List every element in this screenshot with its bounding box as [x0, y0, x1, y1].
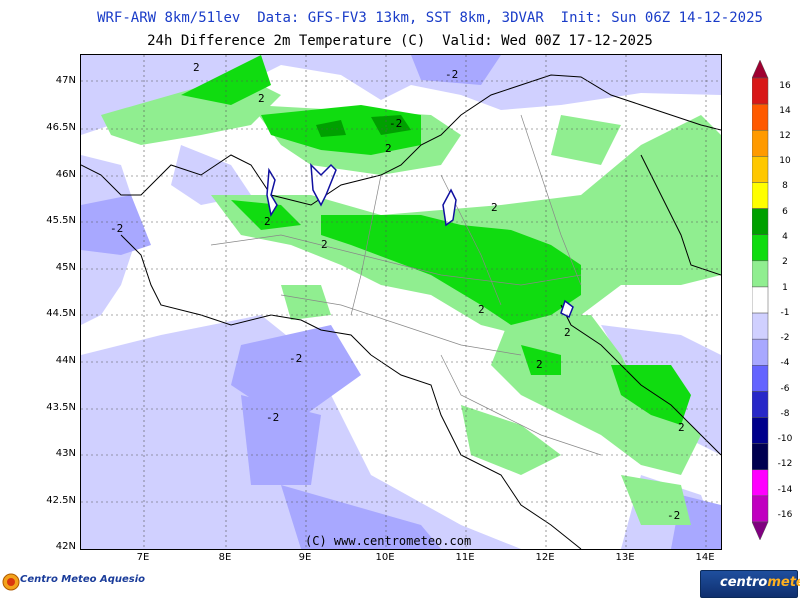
centrometeo-logo: [700, 570, 798, 598]
lon-tick-label: 13E: [615, 552, 635, 563]
lat-tick-label: 43N: [55, 448, 76, 459]
colorbar-label: 12: [779, 131, 791, 141]
lat-tick-label: 43.5N: [46, 402, 76, 413]
left-logo-text: Centro Meteo Aquesio: [20, 574, 145, 585]
right-logo-part: meteo: [767, 575, 800, 590]
colorbar-swatch: [752, 234, 769, 262]
lat-lon-grid: [81, 55, 721, 549]
colorbar-label: -4: [780, 358, 790, 368]
colorbar-swatch: [752, 417, 769, 444]
right-logo-text: centrometeo: [720, 575, 800, 590]
colorbar-swatch: [752, 286, 769, 314]
contour-label: 2: [321, 238, 328, 251]
colorbar-label: -14: [777, 485, 793, 495]
lat-tick-label: 42.5N: [46, 495, 76, 506]
colorbar-swatch: [752, 156, 769, 183]
contour-label: -2: [445, 68, 458, 81]
lakes: [266, 163, 574, 319]
lon-tick-label: 10E: [375, 552, 395, 563]
lat-tick-label: 46.5N: [46, 122, 76, 133]
colorbar-label: 6: [782, 207, 788, 217]
colorbar-label: -8: [780, 409, 790, 419]
lat-tick-label: 47N: [55, 75, 76, 86]
colorbar-label: 8: [782, 181, 788, 191]
shading-warm-medium: [181, 55, 691, 425]
contour-label: 2: [678, 421, 685, 434]
lon-tick-label: 11E: [455, 552, 475, 563]
colorbar-swatch: [752, 260, 769, 288]
colorbar-label: 2: [782, 257, 788, 267]
colorbar-swatch: [752, 469, 769, 497]
colorbar-label: -2: [780, 333, 790, 343]
map-header-field-valid: 24h Difference 2m Temperature (C) Valid:…: [147, 33, 653, 49]
copyright-text: (C) www.centrometeo.com: [305, 534, 472, 548]
colorbar-swatch: [752, 182, 769, 209]
colorbar-label: -6: [780, 384, 790, 394]
contour-label: -2: [266, 411, 279, 424]
lat-tick-label: 45.5N: [46, 215, 76, 226]
colorbar-swatch: [752, 338, 769, 366]
contour-label: 2: [264, 215, 271, 228]
colorbar-swatch: [752, 443, 769, 471]
map-header-run-info: WRF-ARW 8km/51lev Data: GFS-FV3 13km, SS…: [97, 10, 763, 26]
colorbar-label: -1: [780, 308, 790, 318]
colorbar-top-arrow: [752, 60, 769, 79]
right-logo-part: centro: [720, 575, 768, 590]
colorbar-swatch: [752, 129, 769, 157]
colorbar-label: 14: [779, 106, 791, 116]
colorbar-swatch: [752, 391, 769, 418]
colorbar-swatch: [752, 77, 769, 105]
lat-tick-label: 44N: [55, 355, 76, 366]
colorbar-label: -12: [777, 459, 793, 469]
contour-label: 2: [536, 358, 543, 371]
shading-warm-strong: [316, 115, 411, 137]
lat-tick-label: 45N: [55, 262, 76, 273]
colorbar: [752, 60, 769, 540]
contour-label: 2: [258, 92, 265, 105]
colorbar-swatch: [752, 312, 769, 340]
colorbar-swatch: [752, 208, 769, 235]
contour-label: -2: [389, 117, 402, 130]
colorbar-swatches: [752, 77, 769, 523]
contour-label: -2: [667, 509, 680, 522]
colorbar-label: -10: [777, 434, 793, 444]
lon-tick-label: 12E: [535, 552, 555, 563]
contour-label: 2: [491, 201, 498, 214]
colorbar-label: -16: [777, 510, 793, 520]
centro-meteo-aquesio-logo: [2, 573, 20, 591]
temperature-difference-map: 2 -2 2 2 2 -2 2 2 2 2 -2 2 -2 2 -2 -2: [80, 54, 722, 550]
lat-tick-label: 46N: [55, 169, 76, 180]
lon-tick-label: 9E: [298, 552, 312, 563]
contour-label: 2: [193, 61, 200, 74]
lon-tick-label: 7E: [136, 552, 150, 563]
colorbar-label: 16: [779, 81, 791, 91]
lon-tick-label: 8E: [218, 552, 232, 563]
map-canvas: 2 -2 2 2 2 -2 2 2 2 2 -2 2 -2 2 -2 -2: [81, 55, 721, 549]
colorbar-label: 10: [779, 156, 791, 166]
colorbar-swatch: [752, 495, 769, 523]
colorbar-label: 1: [782, 283, 788, 293]
contour-label: -2: [110, 222, 123, 235]
colorbar-bottom-arrow: [752, 521, 769, 540]
lon-tick-label: 14E: [695, 552, 715, 563]
contour-label: 2: [385, 142, 392, 155]
colorbar-swatch: [752, 365, 769, 392]
lat-tick-label: 42N: [55, 541, 76, 552]
contour-label: 2: [478, 303, 485, 316]
contour-label: -2: [289, 352, 302, 365]
colorbar-swatch: [752, 103, 769, 131]
contour-label: 2: [564, 326, 571, 339]
colorbar-label: 4: [782, 232, 788, 242]
lat-tick-label: 44.5N: [46, 308, 76, 319]
